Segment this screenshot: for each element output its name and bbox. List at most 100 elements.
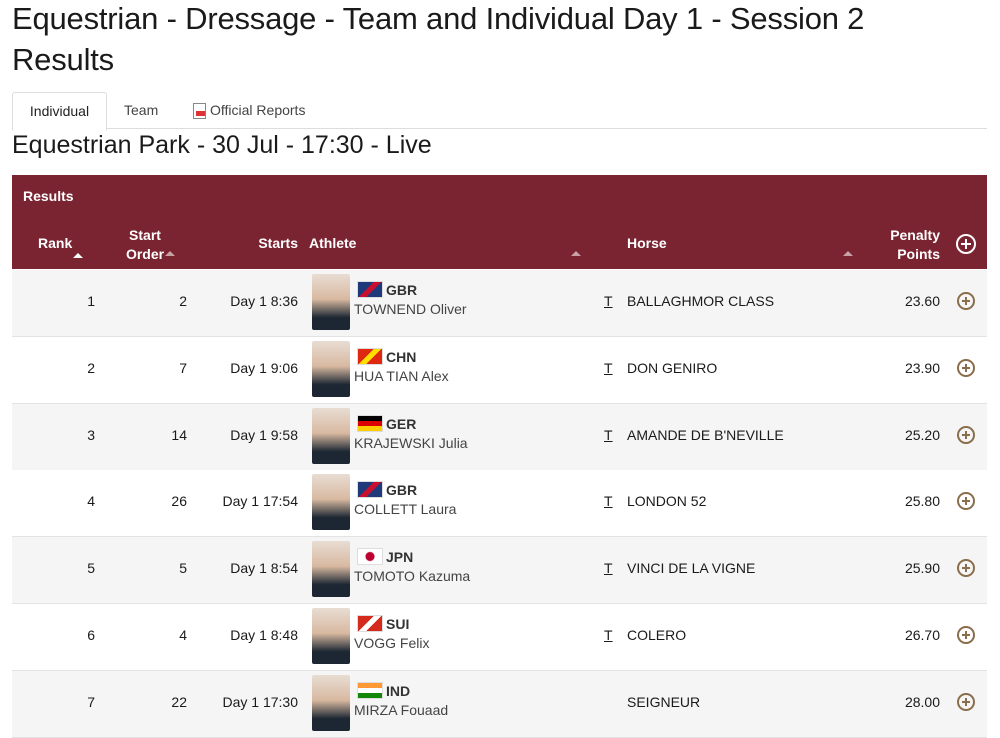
expand-row[interactable] — [957, 292, 975, 310]
column-header[interactable]: Starts — [258, 235, 298, 251]
marker: T — [604, 560, 613, 577]
table-row[interactable] — [12, 537, 987, 605]
athlete-name[interactable]: HUA TIAN Alex — [354, 367, 449, 384]
sort-icon[interactable] — [73, 253, 83, 258]
rank: 1 — [87, 293, 95, 309]
country-code: IND — [386, 682, 411, 699]
points: 23.60 — [904, 293, 940, 309]
starts: Day 1 17:54 — [222, 493, 299, 510]
table-row[interactable] — [12, 670, 987, 738]
rank: 5 — [87, 560, 95, 577]
athlete-photo — [312, 274, 350, 330]
country-code: GBR — [386, 282, 418, 298]
flag — [357, 548, 383, 566]
column-header[interactable]: Athlete — [309, 235, 357, 251]
table-row[interactable] — [12, 270, 987, 337]
pdf-icon — [193, 103, 206, 119]
expand-row[interactable] — [957, 626, 975, 644]
rank: 4 — [87, 493, 95, 510]
rank: 3 — [87, 426, 95, 443]
tab[interactable]: Individual — [12, 92, 107, 131]
expand-row[interactable] — [957, 358, 975, 377]
starts: Day 1 9:06 — [230, 359, 298, 376]
country-code: SUI — [386, 616, 410, 632]
starts: Day 1 9:58 — [230, 426, 298, 443]
start-order: 5 — [179, 560, 187, 577]
table-row[interactable] — [12, 470, 987, 538]
points: 23.90 — [904, 359, 940, 376]
rank: 6 — [87, 627, 95, 643]
starts: Day 1 8:48 — [230, 627, 298, 643]
marker: T — [604, 627, 613, 643]
start-order: 26 — [171, 493, 187, 510]
flag — [357, 615, 383, 632]
athlete-photo — [312, 674, 350, 731]
start-order: 14 — [171, 426, 187, 443]
horse: VINCI DE LA VIGNE — [627, 560, 756, 577]
start-order: 2 — [179, 293, 187, 309]
marker: T — [604, 359, 613, 376]
athlete-name[interactable]: VOGG Felix — [354, 635, 430, 651]
points: 26.70 — [904, 627, 940, 643]
starts: Day 1 8:54 — [230, 560, 298, 577]
horse: COLERO — [627, 627, 687, 643]
sort-icon[interactable] — [165, 251, 175, 256]
points: 25.20 — [904, 426, 940, 443]
page-title: Results — [12, 42, 114, 77]
athlete-photo — [312, 541, 350, 598]
subtitle: Equestrian Park - 30 Jul - 17:30 - Live — [12, 131, 432, 159]
athlete-name[interactable]: TOWNEND Oliver — [354, 301, 467, 317]
athlete-photo — [312, 608, 350, 664]
points: 28.00 — [904, 693, 940, 710]
flag — [357, 481, 383, 499]
start-order: 22 — [171, 693, 187, 710]
expand-row[interactable] — [957, 692, 975, 711]
expand-row[interactable] — [957, 559, 975, 578]
marker: T — [604, 293, 613, 309]
page-title: Equestrian - Dressage - Team and Individ… — [12, 1, 865, 36]
sort-icon[interactable] — [571, 251, 581, 256]
table-caption: Results — [23, 188, 74, 204]
sort-icon[interactable] — [843, 251, 853, 256]
tab[interactable]: Team — [124, 102, 159, 118]
table-row[interactable] — [12, 336, 987, 404]
column-header[interactable]: Horse — [627, 235, 667, 251]
table-row[interactable] — [12, 604, 987, 671]
athlete-name[interactable]: COLLETT Laura — [354, 501, 457, 518]
flag — [357, 281, 383, 298]
rank: 7 — [87, 693, 95, 710]
flag — [357, 414, 383, 432]
tab[interactable]: Official Reports — [210, 102, 306, 118]
table-row[interactable] — [12, 403, 987, 471]
athlete-name[interactable]: KRAJEWSKI Julia — [354, 434, 468, 451]
expand-row[interactable] — [957, 492, 975, 511]
athlete-photo — [312, 474, 350, 531]
column-header[interactable]: Rank — [38, 235, 73, 251]
marker: T — [604, 493, 613, 510]
country-code: JPN — [386, 549, 414, 566]
athlete-photo — [312, 407, 350, 464]
start-order: 7 — [179, 359, 187, 376]
expand-all[interactable] — [956, 234, 976, 254]
flag — [357, 347, 383, 365]
expand-row[interactable] — [957, 425, 975, 444]
horse: AMANDE DE B'NEVILLE — [627, 426, 784, 443]
horse: SEIGNEUR — [627, 693, 701, 710]
tab-border — [12, 128, 987, 129]
starts: Day 1 8:36 — [230, 293, 298, 309]
start-order: 4 — [179, 627, 187, 643]
column-header[interactable]: Penalty Points — [890, 227, 940, 262]
column-header[interactable]: Start Order — [125, 227, 165, 262]
points: 25.90 — [904, 560, 940, 577]
rank: 2 — [87, 359, 95, 376]
country-code: GBR — [386, 482, 418, 499]
horse: LONDON 52 — [627, 493, 707, 510]
country-code: GER — [386, 415, 417, 432]
athlete-name[interactable]: MIRZA Fouaad — [354, 701, 449, 718]
country-code: CHN — [386, 348, 417, 365]
starts: Day 1 17:30 — [222, 693, 299, 710]
athlete-name[interactable]: TOMOTO Kazuma — [354, 568, 471, 585]
athlete-photo — [312, 340, 350, 397]
